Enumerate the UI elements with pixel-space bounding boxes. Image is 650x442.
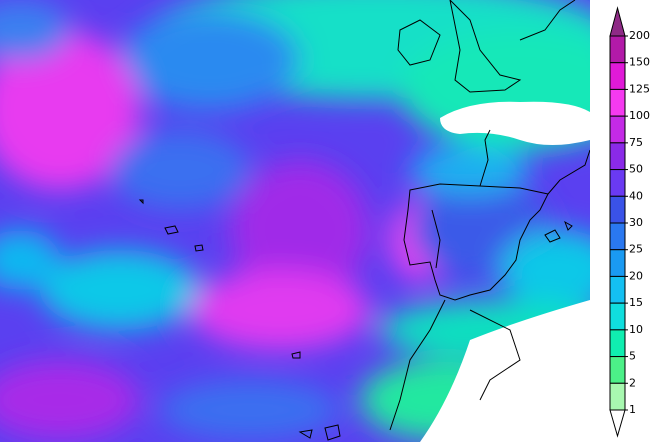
legend-cap [609, 6, 626, 37]
legend-label: 50 [629, 163, 643, 176]
coastlines [138, 0, 590, 441]
legend-label: 30 [629, 216, 643, 229]
no-data-area [440, 101, 590, 145]
legend-label: 100 [629, 109, 650, 122]
legend-swatch [609, 302, 626, 331]
legend-swatch [609, 382, 626, 411]
legend-label: 15 [629, 296, 643, 309]
legend-label: 200 [629, 29, 650, 42]
legend-cap [609, 409, 626, 438]
color-legend: 200 150 125 100 75 50 40 30 25 20 15 10 5 2 1 [609, 6, 650, 438]
legend-swatch [609, 62, 626, 90]
legend-swatch [609, 329, 626, 358]
legend-swatch [609, 115, 626, 144]
legend-swatch [609, 356, 626, 384]
legend-label: 2 [629, 376, 636, 389]
legend-swatch [609, 275, 626, 304]
legend-swatch [609, 88, 626, 117]
legend-swatch [609, 169, 626, 197]
legend-label: 20 [629, 269, 643, 282]
legend-swatch [609, 222, 626, 251]
legend-label: 150 [629, 56, 650, 69]
legend-label: 75 [629, 136, 643, 149]
legend-swatch [609, 35, 626, 64]
no-data-area [420, 300, 590, 442]
legend-label: 25 [629, 243, 643, 256]
legend-label: 125 [629, 82, 650, 95]
legend-swatch [609, 142, 626, 171]
legend-label: 5 [629, 350, 636, 363]
legend-swatch [609, 195, 626, 224]
legend-label: 10 [629, 323, 643, 336]
legend-swatch [609, 249, 626, 277]
legend-label: 1 [629, 403, 636, 416]
legend-label: 40 [629, 189, 643, 202]
